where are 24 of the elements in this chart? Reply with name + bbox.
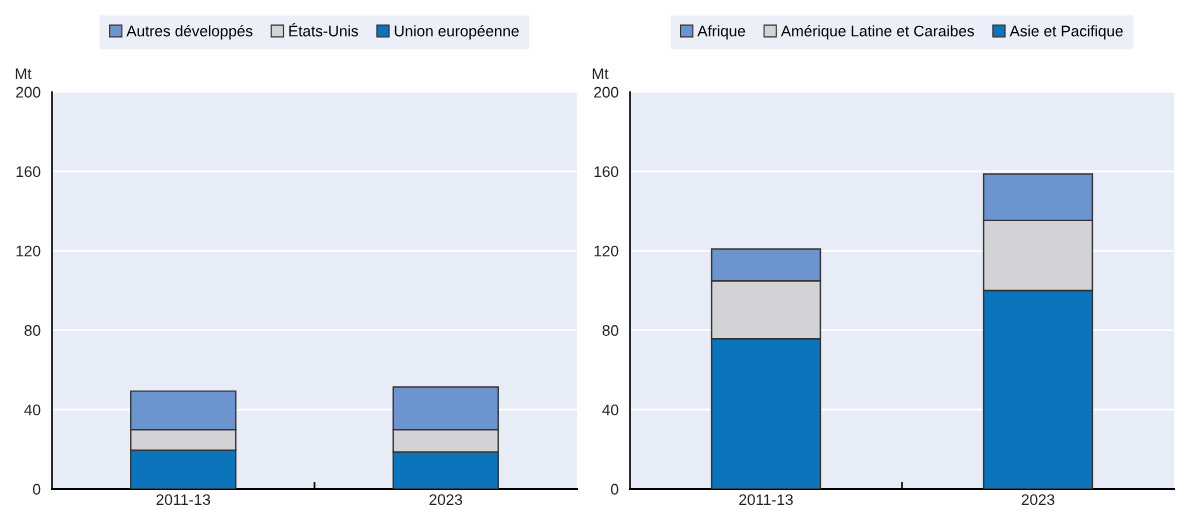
y-tick-label: 80 [24, 325, 41, 336]
y-axis-title: Mt [15, 68, 32, 80]
x-tick-label: 2011-13 [156, 494, 211, 506]
y-tick-label: 0 [610, 483, 619, 495]
x-tick-label: 2023 [1021, 494, 1055, 506]
y-tick-label: 40 [602, 404, 619, 416]
y-tick-label: 40 [24, 404, 41, 416]
y-tick-label: 200 [594, 86, 619, 98]
x-tick-label: 2011-13 [739, 494, 793, 506]
legend-label: Afrique [697, 25, 746, 40]
legend-label: États-Unis [289, 23, 358, 37]
y-tick-label: 120 [16, 245, 41, 257]
y-tick-label: 200 [16, 86, 41, 98]
y-tick-label: 160 [16, 166, 41, 178]
y-tick-label: 80 [602, 325, 619, 336]
y-tick-label: 160 [594, 166, 619, 178]
y-axis-title: Mt [592, 68, 609, 80]
x-tick-label: 2023 [429, 494, 463, 506]
legend-label: Asie et Pacifique [1009, 25, 1123, 40]
y-tick-label: 0 [32, 483, 41, 495]
legend-label: Amérique Latine et Caraibes [780, 25, 974, 40]
legend-label: Autres développés [126, 25, 253, 40]
legend-label: Union européenne [394, 25, 519, 40]
y-tick-label: 120 [594, 245, 619, 257]
